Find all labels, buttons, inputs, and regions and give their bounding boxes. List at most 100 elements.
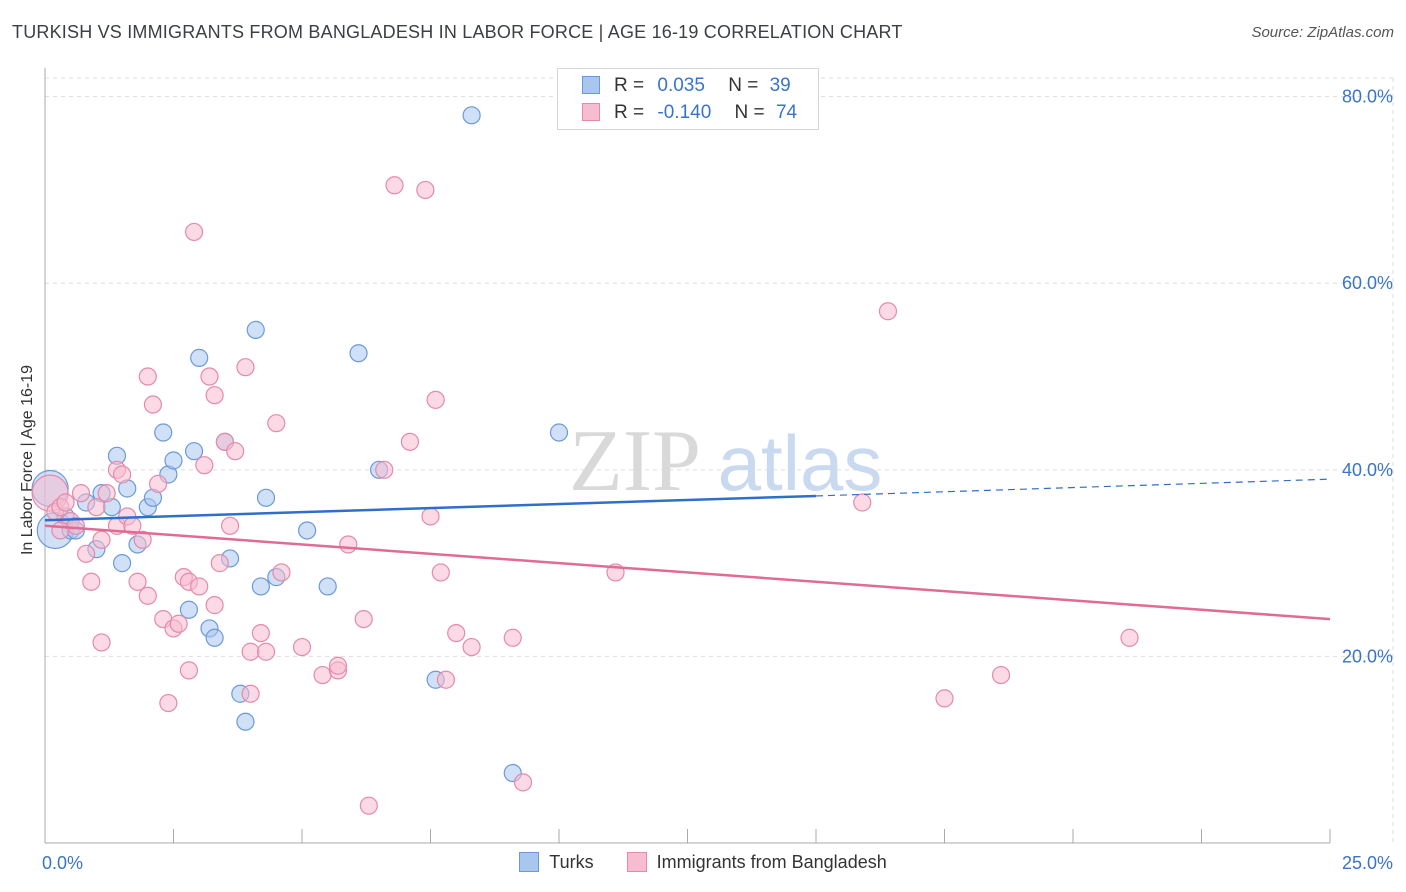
turks-point [164,451,183,470]
x-tick-label: 25.0% [1342,853,1393,873]
bangladesh-point [241,684,260,703]
bangladesh-point [82,572,101,591]
bangladesh-point [431,563,450,582]
turks-trend-line [44,494,817,522]
bangladesh-point [143,395,163,414]
bangladesh-point [375,460,394,479]
bangladesh-point [359,796,378,815]
legend-bangladesh-label: Immigrants from Bangladesh [656,852,887,872]
bangladesh-point [354,609,373,629]
turks-trend-extension [815,478,1331,497]
bangladesh-point [503,628,522,647]
bangladesh-point [339,535,358,554]
bangladesh-point [416,180,435,200]
bangladesh-point [92,633,111,652]
turks-r-label: R = [614,75,645,96]
turks-swatch [582,76,600,94]
axis-layer [44,68,1331,844]
y-tick-label: 60.0% [1342,273,1393,293]
bangladesh-point [267,414,286,433]
bangladesh-point [112,465,132,484]
bangladesh-point [436,670,456,689]
turks-point [190,348,209,367]
turks-point [251,577,270,596]
bangladesh-point [169,614,188,633]
y-tick-label: 20.0% [1342,646,1393,666]
turks-n-label: N = [728,75,759,96]
bangladesh-point [179,661,199,680]
bangladesh-point [385,176,404,195]
bangladesh-point [205,596,224,615]
watermark: ZIP atlas [569,413,882,510]
watermark-atlas: atlas [718,419,883,507]
bangladesh-point [190,577,209,596]
bangladesh-point [138,586,157,605]
bangladesh-point [400,432,420,451]
bangladesh-point [205,386,224,405]
turks-point [236,712,255,731]
bangladesh-point [87,498,106,517]
bangladesh-point [133,530,152,549]
bangladesh-point [935,689,954,708]
legend-bangladesh-swatch [626,852,647,872]
chart-title: TURKISH VS IMMIGRANTS FROM BANGLADESH IN… [12,22,903,42]
bangladesh-point [251,623,270,643]
turks-point [205,628,224,647]
source-credit: Source: ZipAtlas.com [1251,24,1394,41]
turks-point [462,106,481,125]
bangladesh-point [421,507,440,526]
bangladesh-point [226,442,245,461]
bangladesh-point [447,623,466,643]
bangladesh-point [200,367,219,386]
turks-point [184,442,204,461]
turks-point [318,577,337,596]
bangladesh-n-label: N = [734,102,765,123]
legend-row-bangladesh: R = -0.140 N = 74 [582,102,797,126]
bangladesh-point [328,656,348,675]
bangladesh-point [1120,628,1139,647]
legend-turks-swatch [519,852,540,872]
turks-point [154,423,173,442]
bangladesh-point [195,456,214,475]
bangladesh-point [138,367,157,386]
y-tick-label: 80.0% [1342,87,1393,107]
bangladesh-point [210,554,229,573]
turks-point [349,344,368,363]
bangladesh-point [97,484,116,503]
legend-row-turks: R = 0.035 N = 39 [582,75,791,99]
watermark-zip: ZIP [569,413,701,510]
bangladesh-point [56,493,75,512]
bangladesh-point [148,474,168,493]
bangladesh-trend-line [44,524,1331,621]
bangladesh-point [184,222,204,242]
bangladesh-n-value: 74 [775,102,798,123]
bangladesh-point [853,493,872,512]
bangladesh-point [128,572,147,591]
bangladesh-point [426,390,445,409]
bangladesh-point [272,563,291,582]
bangladesh-point [92,530,111,549]
legend-item-turks: Turks [519,852,594,873]
turks-point [256,488,276,507]
trend-layer [44,478,1331,621]
y-tick-label: 40.0% [1342,460,1393,480]
correlation-legend: R = 0.035 N = 39 R = -0.140 N = 74 [557,68,819,130]
bangladesh-r-label: R = [614,102,645,123]
bangladesh-point [878,302,898,321]
turks-point [112,554,132,573]
bangladesh-point [236,358,255,377]
turks-r-value: 0.035 [657,75,705,96]
turks-point [549,423,569,442]
turks-point [298,521,317,540]
turks-point [179,600,199,619]
bangladesh-point [991,665,1011,685]
bangladesh-r-value: -0.140 [657,102,712,123]
bangladesh-point [51,521,70,540]
legend-turks-label: Turks [549,852,594,872]
bangladesh-point [313,665,332,685]
bangladesh-point [256,642,276,661]
bangladesh-point [71,484,91,503]
turks-point [246,320,265,339]
bangladesh-point [462,637,481,657]
